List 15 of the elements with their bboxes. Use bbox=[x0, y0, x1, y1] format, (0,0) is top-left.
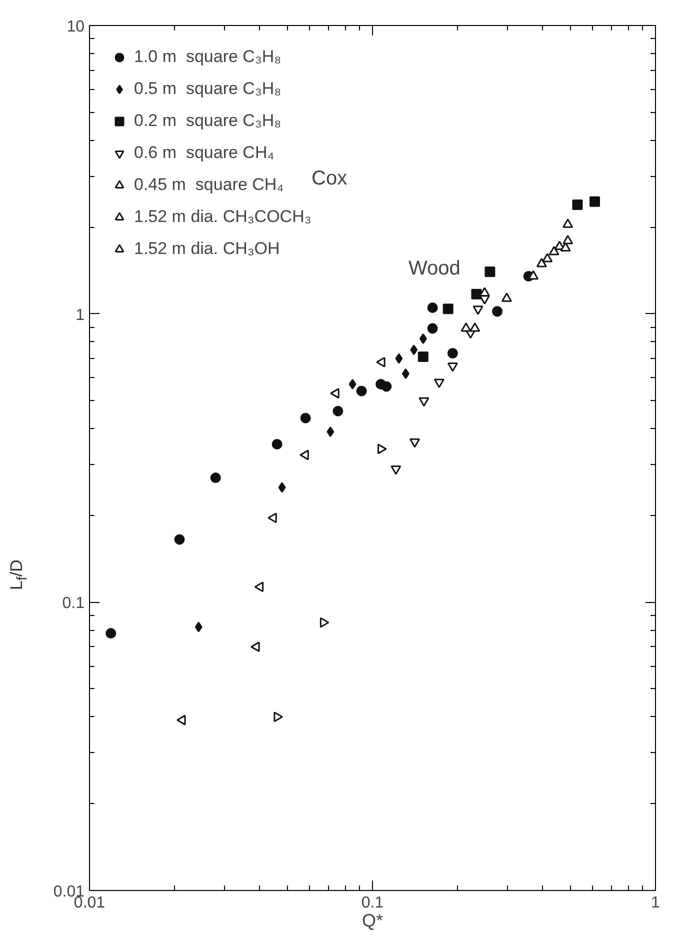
x-tick-label: 1 bbox=[651, 894, 660, 912]
y-tick-label: 10 bbox=[66, 18, 85, 36]
annotation: Cox bbox=[312, 168, 348, 190]
y-tick-label: 1 bbox=[76, 306, 85, 324]
legend-label: 1.0 m square C₃H₈ bbox=[134, 46, 282, 68]
legend-label: 1.52 m dia. CH₃OH bbox=[134, 238, 280, 260]
legend-label: 0.6 m square CH₄ bbox=[134, 142, 274, 164]
x-axis-title: Q* bbox=[362, 910, 384, 930]
legend-label: 1.52 m dia. CH₃COCH₃ bbox=[134, 206, 312, 228]
legend-label: 0.2 m square C₃H₈ bbox=[134, 110, 282, 132]
x-tick-label: 0.1 bbox=[361, 894, 384, 912]
annotation: Wood bbox=[408, 258, 460, 280]
legend-label: 0.5 m square C₃H₈ bbox=[134, 78, 282, 100]
legend-label: 0.45 m square CH₄ bbox=[134, 174, 284, 196]
y-tick-label: 0.1 bbox=[62, 595, 85, 612]
